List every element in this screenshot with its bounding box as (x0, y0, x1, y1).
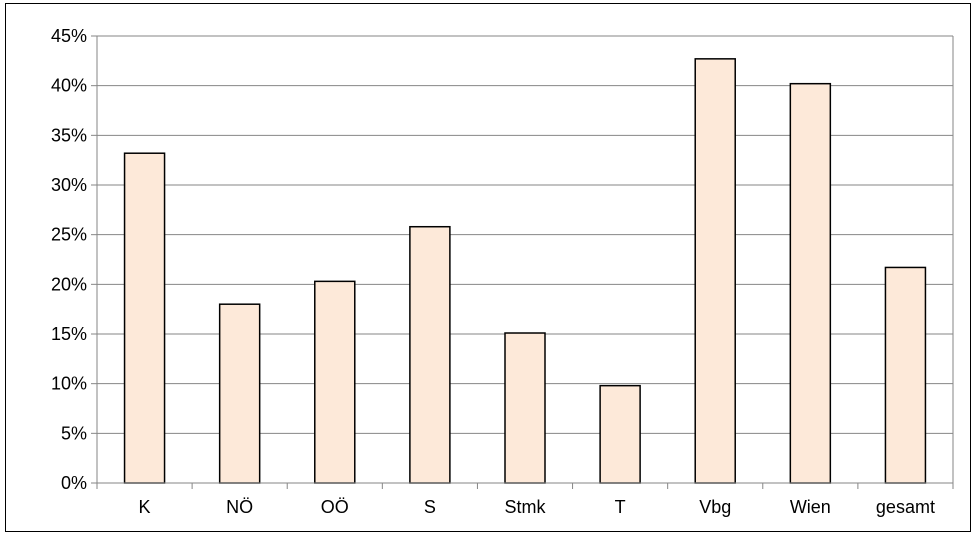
bar-vbg (694, 58, 736, 484)
bar-s (409, 225, 451, 484)
x-tick-label: OÖ (321, 497, 349, 517)
y-tick-label: 25% (51, 225, 87, 245)
y-tick-label: 20% (51, 274, 87, 294)
x-tick-label: Stmk (504, 497, 546, 517)
x-tick-label: T (615, 497, 626, 517)
bars (123, 58, 927, 484)
y-tick-label: 0% (61, 473, 87, 493)
x-tick-label: Wien (790, 497, 831, 517)
x-tick-label: S (424, 497, 436, 517)
bar-stmk (504, 332, 546, 484)
y-tick-label: 40% (51, 76, 87, 96)
y-tick-label: 35% (51, 125, 87, 145)
y-tick-label: 45% (51, 26, 87, 46)
x-tick-label: Vbg (699, 497, 731, 517)
y-tick-label: 5% (61, 423, 87, 443)
bar-nö (218, 303, 261, 484)
x-tick-label: K (139, 497, 151, 517)
x-tick-label: NÖ (226, 497, 253, 517)
y-tick-label: 15% (51, 324, 87, 344)
bar-wien (789, 82, 832, 484)
bar-t (599, 384, 641, 484)
axes (91, 35, 954, 489)
y-tick-label: 30% (51, 175, 87, 195)
bar-oö (314, 280, 356, 484)
y-tick-label: 10% (51, 374, 87, 394)
x-tick-label: gesamt (876, 497, 935, 517)
bar-gesamt (884, 266, 927, 484)
bar-k (123, 152, 166, 484)
labels: 0% 5% 10% 15% 20% 25% 30% 35% 40% 45% K NÖ OÖ S Stmk T V… (51, 26, 935, 517)
